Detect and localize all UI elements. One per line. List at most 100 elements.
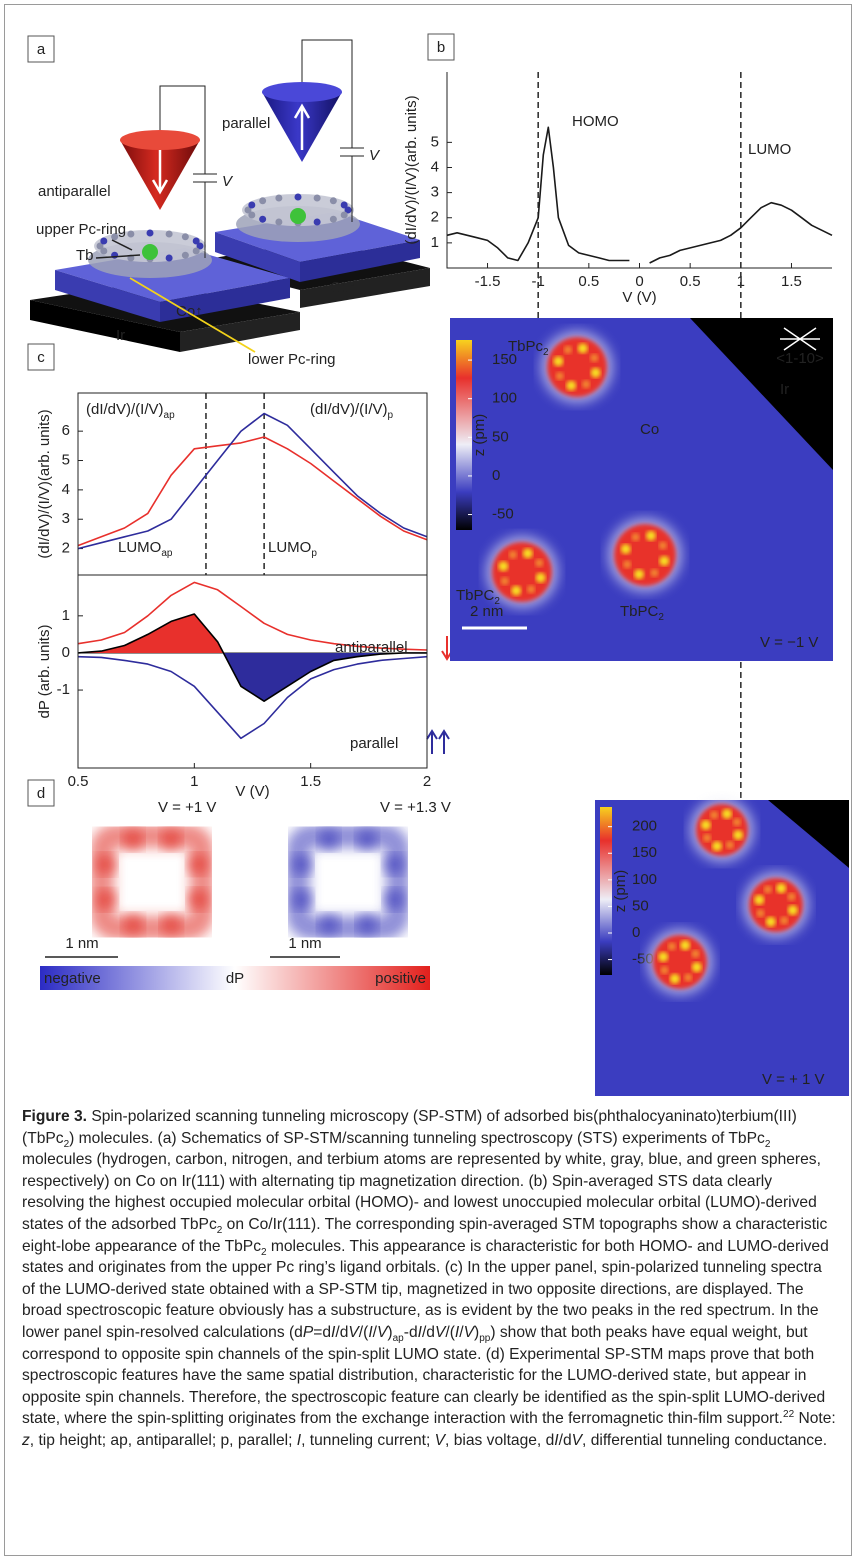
tip-state: parallel <box>222 115 270 132</box>
molecule-label-main: TbPC <box>620 603 659 620</box>
molecule-lobe <box>556 372 564 380</box>
caption-run: -d <box>404 1324 418 1341</box>
molecule <box>696 804 748 856</box>
molecule-lobe <box>754 895 764 905</box>
atom <box>147 230 154 237</box>
tip-state: antiparallel <box>38 183 111 200</box>
bias-label: V = +1.3 V <box>380 799 451 816</box>
caption-run: pp <box>479 1333 490 1344</box>
legend-label: (dI/dV)/(I/V)ap <box>86 401 175 421</box>
molecule-lobe <box>621 544 631 554</box>
sp-map-lobe <box>160 913 182 935</box>
caption-run: V <box>377 1324 387 1341</box>
molecule-lobe <box>566 381 576 391</box>
bias-label: V <box>222 173 234 190</box>
bias-label: V = −1 V <box>760 634 818 651</box>
atom <box>330 197 337 204</box>
y-tick-label: 2 <box>62 540 70 557</box>
colorbar-tick-label: 50 <box>492 428 509 445</box>
panel-label: b <box>437 39 445 56</box>
panel-label: d <box>37 785 45 802</box>
caption-run: /d <box>335 1324 348 1341</box>
line <box>78 437 427 546</box>
colorbar-tick-label: 100 <box>492 390 517 407</box>
y-tick-label: 2 <box>431 209 439 226</box>
sp-map-lobe <box>122 829 144 851</box>
substrate-label: Ir <box>116 327 125 344</box>
figure: abcdVVantiparallelparallelupper Pc-ringT… <box>0 0 858 1100</box>
colorbar-tick-label: 200 <box>632 818 657 835</box>
colorbar-tick-label: -50 <box>492 506 514 523</box>
colorbar-tick-label: 0 <box>492 467 500 484</box>
sp-map-lobe <box>318 914 340 936</box>
molecule-lobe <box>646 531 656 541</box>
atom <box>275 194 282 201</box>
sp-map-lobe <box>160 828 182 850</box>
caption-run: , tunneling current; <box>301 1432 435 1449</box>
atom <box>341 202 348 209</box>
sp-map-lobe <box>383 888 405 910</box>
caption: Figure 3. Spin-polarized scanning tunnel… <box>22 1106 836 1452</box>
molecule-lobe <box>788 893 796 901</box>
sp-map-lobe <box>122 914 144 936</box>
legend-label-main: (dI/dV)/(I/V) <box>310 401 388 418</box>
scale-label: 1 nm <box>65 935 98 952</box>
molecule-lobe <box>634 569 644 579</box>
colorbar-label: z (pm) <box>612 870 629 913</box>
bias-label: V = + 1 V <box>762 1071 825 1088</box>
y-axis-label: (dI/dV)/(I/V)(arb. units) <box>36 409 53 558</box>
x-axis-label: V (V) <box>235 783 269 800</box>
molecule-lobe <box>680 940 690 950</box>
tb-atom <box>142 244 158 260</box>
atom <box>295 194 302 201</box>
molecule-lobe <box>756 909 764 917</box>
molecule-lobe <box>591 368 601 378</box>
annotation: LUMOap <box>118 539 173 559</box>
page: Figure 3 { "panel_labels": ["a", "b", "c… <box>0 0 858 1562</box>
sp-map-lobe <box>291 854 313 876</box>
colorbar-tick-label: 0 <box>632 924 640 941</box>
molecule-lobe <box>668 942 676 950</box>
caption-run: V <box>572 1432 582 1449</box>
legend-label: (dI/dV)/(I/V)p <box>310 401 394 421</box>
x-axis-label: V (V) <box>622 289 656 306</box>
atom <box>314 219 321 226</box>
colorbar-tick-label: 50 <box>632 897 649 914</box>
colorbar-label: dP <box>226 970 244 987</box>
sp-map-lobe <box>356 828 378 850</box>
molecule-lobe <box>788 905 798 915</box>
y-tick-label: 5 <box>62 451 70 468</box>
molecule-lobe <box>764 885 772 893</box>
molecule-lobe <box>670 974 680 984</box>
annotation: upper Pc-ring <box>36 221 126 238</box>
caption-run: /( <box>359 1324 369 1341</box>
caption-run: /( <box>445 1324 455 1341</box>
film-label: Co↑ <box>176 303 203 320</box>
molecule-lobe <box>780 917 788 925</box>
atom <box>330 216 337 223</box>
molecule-lobe <box>553 356 563 366</box>
y-axis-label: dP (arb. units) <box>36 625 53 719</box>
molecule-lobe <box>527 585 535 593</box>
molecule-lobe <box>536 573 546 583</box>
panel-label: c <box>37 349 45 366</box>
annotation: lower Pc-ring <box>248 351 336 368</box>
atom <box>193 238 200 245</box>
surface-label: Co <box>640 421 659 438</box>
legend-label-main: (dI/dV)/(I/V) <box>86 401 164 418</box>
colorbar-label: negative <box>44 970 101 987</box>
atom <box>166 255 173 262</box>
molecule-lobe <box>659 556 669 566</box>
colorbar <box>600 807 612 975</box>
bias-label: V <box>369 147 381 164</box>
molecule <box>653 935 707 989</box>
legend-label-sub: ap <box>164 410 176 421</box>
molecule-lobe <box>623 560 631 568</box>
caption-run: V <box>348 1324 358 1341</box>
molecule-lobe <box>726 841 734 849</box>
sp-map-lobe <box>318 829 340 851</box>
annotation-sub: ap <box>161 548 173 559</box>
substrate-label: Ir <box>780 381 789 398</box>
molecule-label-sub: 2 <box>658 612 664 623</box>
atom <box>100 238 107 245</box>
